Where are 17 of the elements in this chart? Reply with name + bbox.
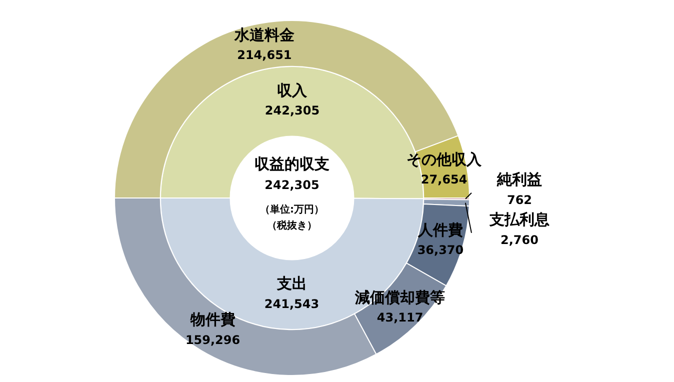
slice-label: 収入 xyxy=(277,81,308,100)
slice-label: 支払利息 xyxy=(488,210,550,229)
data-label: 241,543 xyxy=(264,296,320,311)
text: 242,305 xyxy=(264,178,320,192)
data-label: 159,296 xyxy=(185,332,240,347)
data-label: 762 xyxy=(506,192,532,207)
data-label: 2,760 xyxy=(500,232,538,247)
data-label: 242,305 xyxy=(264,103,320,118)
slice-label: 水道料金 xyxy=(233,26,294,44)
text: （単位:万円） xyxy=(260,204,324,216)
text: （税抜き） xyxy=(267,220,317,232)
data-label: 43,117 xyxy=(376,310,424,325)
slice-label: 支出 xyxy=(276,274,307,293)
slice-label: 純利益 xyxy=(496,170,542,189)
data-label: 214,651 xyxy=(237,48,292,62)
slice-label: 物件費 xyxy=(189,310,236,329)
text: 収益的収支 xyxy=(254,154,330,173)
